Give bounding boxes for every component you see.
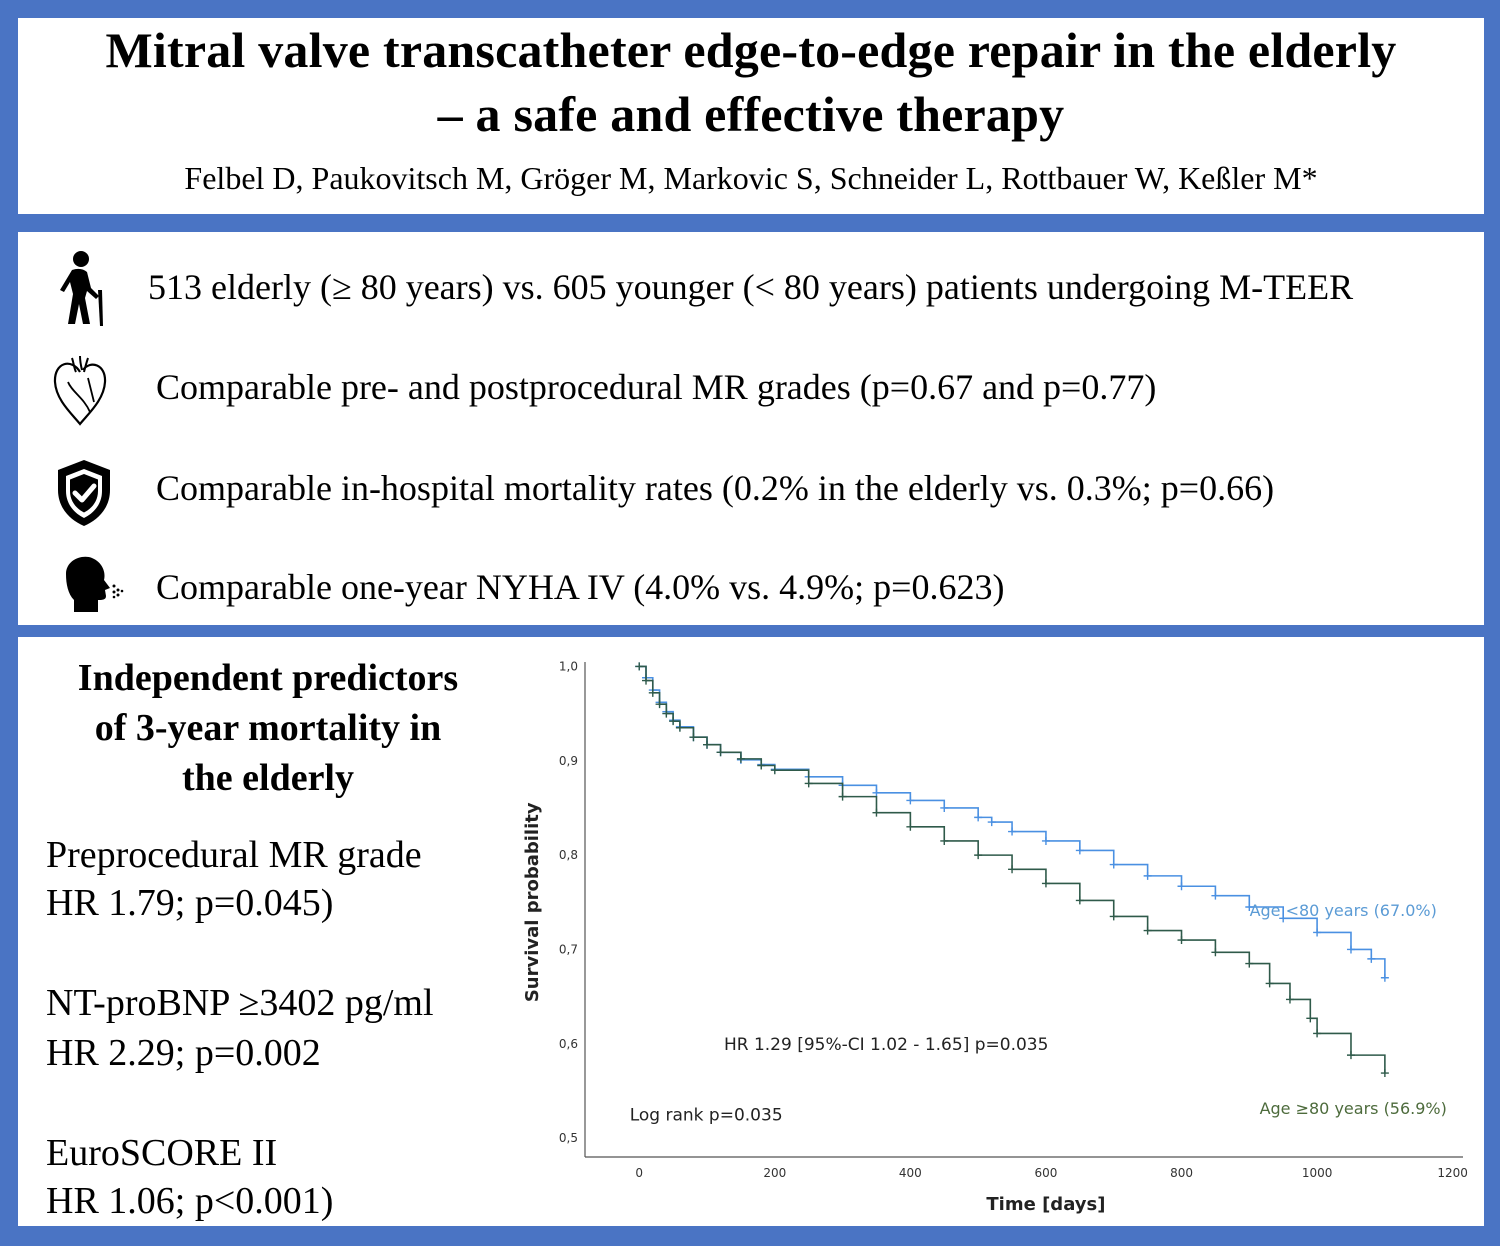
series-elderly-censor-mark [838, 792, 847, 801]
series-younger-censor-mark [1075, 846, 1084, 855]
hazard-ratio-annotation: HR 1.29 [95%-CI 1.02 - 1.65] p=0.035 [724, 1035, 1048, 1055]
elderly-person-icon [60, 251, 103, 326]
predictor-euroscore-name: EuroSCORE II [46, 1132, 278, 1174]
finding-mortality: Comparable in-hospital mortality rates (… [156, 468, 1275, 508]
title-line-1: Mitral valve transcatheter edge-to-edge … [105, 22, 1397, 78]
series-elderly-censor-mark [757, 761, 766, 770]
series-elderly-censor-mark [1346, 1051, 1355, 1060]
kaplan-meier-chart: 0 200 400 600 800 1000 1200 0,5 0,6 0,7 0,8 0,9 1,0 T… [522, 659, 1468, 1215]
series-elderly-censor-mark [1211, 948, 1220, 957]
predictors-title-line-1: Independent predictors [77, 657, 459, 699]
series-elderly-censor-mark [655, 700, 664, 709]
series-elderly-censor-mark [804, 779, 813, 788]
x-tick-label: 800 [1170, 1166, 1193, 1180]
series-elderly-censor-mark [1245, 959, 1254, 968]
series-elderly-censor-mark [872, 808, 881, 817]
finding-mr-grades: Comparable pre- and postprocedural MR gr… [156, 367, 1157, 407]
series-elderly-censor-mark [1008, 865, 1017, 874]
series-elderly-censor-mark [1306, 1014, 1315, 1023]
predictors-panel: Independent predictors of 3-year mortali… [18, 637, 1484, 1226]
series-elderly-censor-mark [940, 836, 949, 845]
series-younger-censor-mark [1211, 891, 1220, 900]
x-tick-label: 400 [899, 1166, 922, 1180]
x-tick-label: 0 [635, 1166, 643, 1180]
series-elderly-censor-mark [662, 709, 671, 718]
x-tick-label: 1000 [1302, 1166, 1333, 1180]
y-tick-label: 1,0 [559, 659, 578, 673]
x-axis-title: Time [days] [986, 1194, 1105, 1215]
series-elderly-censor-mark [1380, 1069, 1389, 1078]
series-younger-censor-mark [1313, 928, 1322, 937]
predictor-euroscore-stat: HR 1.06; p<0.001) [46, 1180, 334, 1222]
x-tick-label: 1200 [1437, 1166, 1468, 1180]
series-younger-censor-mark [1245, 903, 1254, 911]
series-elderly-censor-mark [974, 851, 983, 860]
series-younger-censor-mark [1109, 860, 1118, 869]
series-younger-censor-mark [940, 803, 949, 812]
findings-panel: 513 elderly (≥ 80 years) vs. 605 younger… [18, 232, 1484, 625]
series-elderly-censor-mark [642, 676, 651, 685]
series-elderly-censor-mark [1041, 879, 1050, 888]
predictor-ntprobnp-name: NT-proBNP ≥3402 pg/ml [46, 982, 434, 1024]
series-elderly-censor-mark [1313, 1029, 1322, 1038]
series-elderly-censor-mark [1143, 926, 1152, 935]
author-list: Felbel D, Paukovitsch M, Gröger M, Marko… [184, 160, 1318, 196]
series-younger-censor-mark [1177, 882, 1186, 891]
series-elderly-censor-mark [648, 688, 657, 697]
series-younger-censor-mark [906, 796, 915, 805]
series-younger-censor-mark [1008, 827, 1017, 836]
title-line-2: – a safe and effective therapy [437, 86, 1065, 142]
y-tick-label: 0,9 [559, 754, 578, 768]
predictors-title: Independent predictors of 3-year mortali… [38, 653, 498, 803]
shield-check-icon [58, 460, 110, 526]
series-elderly-censor-mark [1177, 936, 1186, 945]
series-elderly-censor-mark [1109, 912, 1118, 921]
series-younger-censor-mark [1279, 914, 1288, 923]
series-elderly-censor-mark [689, 733, 698, 742]
x-tick-label: 200 [763, 1166, 786, 1180]
series-elderly-censor-mark [770, 766, 779, 775]
series-elderly-censor-mark [1285, 995, 1294, 1004]
logrank-annotation: Log rank p=0.035 [630, 1106, 783, 1126]
series-elderly-censor-mark [1265, 979, 1274, 988]
predictors-title-line-3: the elderly [181, 757, 354, 799]
heart-icon [53, 355, 107, 426]
series-elderly-censor-mark [1075, 896, 1084, 905]
series-younger-censor-mark [1367, 954, 1376, 963]
series-younger-censor-mark [1143, 871, 1152, 880]
predictor-mr-grade-name: Preprocedural MR grade [46, 834, 422, 876]
legend-label-elderly: Age ≥80 years (56.9%) [1260, 1099, 1447, 1118]
finding-cohort: 513 elderly (≥ 80 years) vs. 605 younger… [148, 267, 1354, 307]
y-tick-label: 0,7 [559, 942, 578, 956]
y-tick-label: 0,5 [559, 1131, 578, 1145]
x-tick-label: 600 [1034, 1166, 1057, 1180]
y-tick-label: 0,8 [559, 848, 578, 862]
series-elderly-censor-mark [635, 662, 644, 671]
series-younger-censor-mark [974, 813, 983, 822]
finding-nyha: Comparable one-year NYHA IV (4.0% vs. 4.… [156, 567, 1005, 607]
predictor-mr-grade-stat: HR 1.79; p=0.045) [46, 882, 334, 924]
series-elderly-censor-mark [675, 723, 684, 732]
series-elderly-censor-mark [669, 717, 678, 726]
series-younger-censor-mark [1041, 836, 1050, 845]
series-younger-censor-mark [987, 818, 996, 827]
breathing-head-icon [66, 556, 124, 612]
legend-label-younger: Age <80 years (67.0%) [1250, 901, 1437, 920]
series-elderly-censor-mark [906, 822, 915, 831]
series-younger-censor-mark [872, 788, 881, 797]
title-panel: Mitral valve transcatheter edge-to-edge … [18, 18, 1484, 214]
predictor-ntprobnp-stat: HR 2.29; p=0.002 [46, 1032, 321, 1074]
series-younger-censor-mark [1380, 973, 1389, 982]
series-elderly-censor-mark [736, 754, 745, 763]
predictors-title-line-2: of 3-year mortality in [94, 707, 442, 749]
series-elderly-censor-mark [716, 748, 725, 757]
y-axis-title: Survival probability [522, 802, 543, 1002]
series-younger-censor-mark [1346, 945, 1355, 954]
series-elderly-censor-mark [703, 740, 712, 749]
series-younger-line [639, 665, 1386, 978]
y-tick-label: 0,6 [559, 1037, 578, 1051]
